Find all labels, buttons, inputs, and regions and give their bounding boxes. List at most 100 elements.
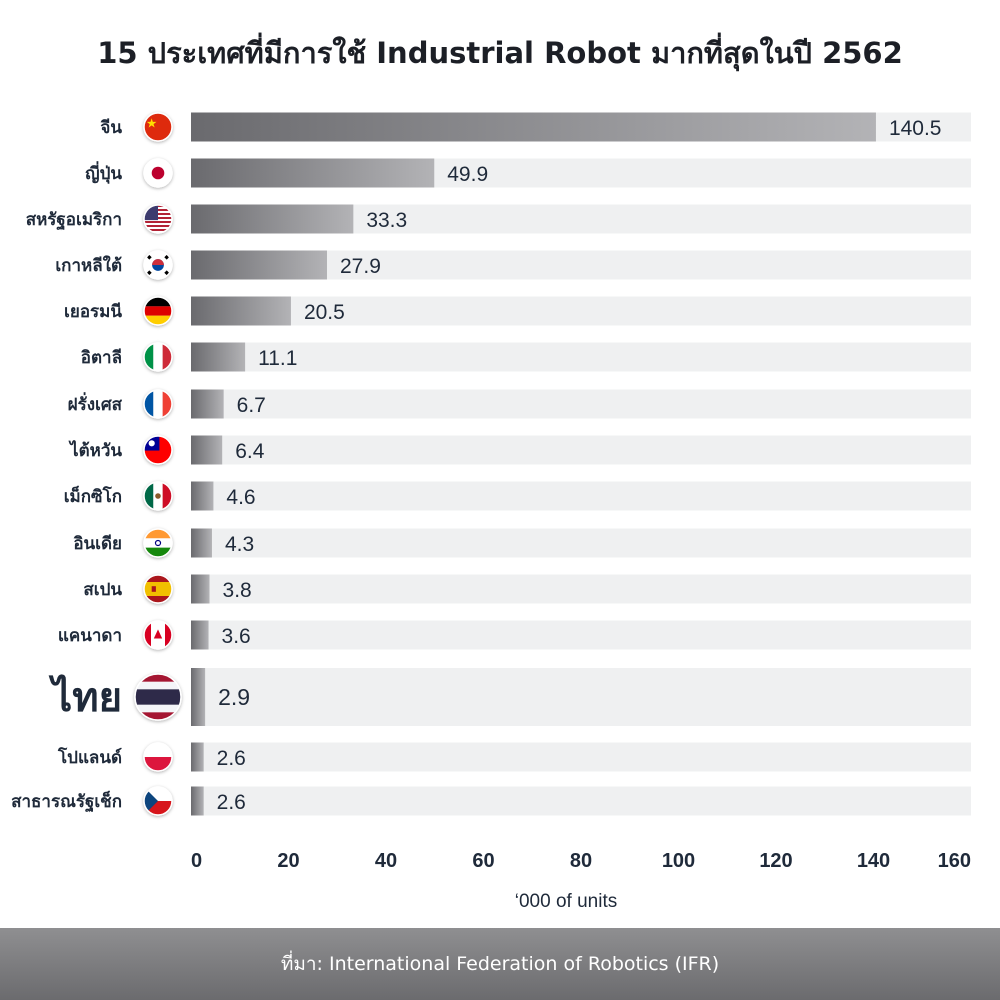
poland-flag-icon: [143, 742, 173, 772]
bar-value-label: 140.5: [889, 117, 942, 140]
bar-track: [191, 668, 971, 726]
bar: [191, 204, 354, 234]
czech-flag-icon: [143, 786, 173, 816]
bar-track: [191, 574, 971, 604]
thailand-flag-icon: [134, 673, 182, 721]
category-label: แคนาดา: [58, 626, 122, 646]
x-tick-label: 80: [570, 850, 592, 872]
bar-track: [191, 481, 971, 511]
category-label: เกาหลีใต้: [55, 255, 122, 276]
category-label: ฝรั่งเศส: [68, 392, 123, 415]
bar-track: [191, 786, 971, 816]
bar: [191, 528, 212, 558]
bar: [191, 250, 328, 280]
bar: [191, 620, 209, 650]
bar-row-8: 4.6 เม็กซิโก: [64, 481, 971, 511]
bar-value-label: 2.6: [217, 747, 246, 770]
bar: [191, 786, 204, 816]
bar: [191, 342, 246, 372]
source-footer: ที่มา: International Federation of Robot…: [0, 928, 1000, 1000]
usa-flag-icon: [143, 204, 173, 234]
germany-flag-icon: [143, 296, 173, 326]
category-label: ญี่ปุ่น: [85, 161, 122, 184]
category-label: สเปน: [83, 580, 122, 600]
bar-row-1: 49.9 ญี่ปุ่น: [85, 158, 971, 188]
bar: [191, 389, 224, 419]
india-flag-icon: [143, 528, 173, 558]
bar: [191, 574, 210, 604]
bar-row-6: 6.7 ฝรั่งเศส: [68, 389, 971, 419]
spain-flag-icon: [143, 574, 173, 604]
category-label: โปแลนด์: [57, 747, 122, 768]
bar-track: [191, 620, 971, 650]
bar-row-2: 33.3 สหรัฐอเมริกา: [26, 204, 971, 234]
bar-chart: 140.5 ★ จีน 49.9 ญี่ปุ่น 33.3 สหรัฐอเมริกา 27.9…: [11, 112, 971, 912]
category-label: จีน: [100, 117, 122, 138]
bar: [191, 296, 291, 326]
bar-value-label: 33.3: [366, 209, 407, 232]
bar-row-4: 20.5 เยอรมนี: [64, 296, 971, 326]
x-tick-label: 120: [759, 850, 792, 872]
bar: [191, 481, 214, 511]
category-label: สาธารณรัฐเช็ก: [11, 789, 122, 813]
x-tick-label: 40: [375, 850, 397, 872]
bar-value-label: 20.5: [304, 301, 345, 324]
canada-flag-icon: [143, 620, 173, 650]
france-flag-icon: [143, 389, 173, 419]
bar-track: [191, 342, 971, 372]
category-label: สหรัฐอเมริกา: [26, 210, 122, 231]
bar-track: [191, 389, 971, 419]
category-label: ไทย: [48, 674, 122, 721]
bar-value-label: 6.4: [235, 440, 265, 463]
x-tick-label: 160: [938, 850, 971, 872]
bar: [191, 435, 223, 465]
bar-row-3: 27.9 เกาหลีใต้: [55, 250, 971, 280]
bar: [191, 158, 435, 188]
bar-value-label: 2.9: [218, 684, 250, 710]
bar-row-10: 3.8 สเปน: [83, 574, 971, 604]
bar-row-0: 140.5 ★ จีน: [100, 112, 971, 142]
bar-value-label: 27.9: [340, 255, 381, 278]
china-flag-icon: ★: [143, 112, 173, 142]
taiwan-flag-icon: [143, 435, 173, 465]
bar: [191, 112, 876, 142]
x-tick-label: 20: [277, 850, 299, 872]
bar-value-label: 3.8: [223, 579, 252, 602]
bar-row-5: 11.1 อิตาลี: [81, 342, 971, 372]
bar-value-label: 3.6: [222, 625, 251, 648]
south-korea-flag-icon: [143, 250, 173, 280]
category-label: เยอรมนี: [64, 301, 122, 322]
italy-flag-icon: [143, 342, 173, 372]
bar-track: [191, 296, 971, 326]
bar-track: [191, 435, 971, 465]
x-tick-label: 100: [662, 850, 695, 872]
x-tick-label: 140: [857, 850, 890, 872]
bar-row-14: 2.6 สาธารณรัฐเช็ก: [11, 786, 971, 816]
category-label: ไต้หวัน: [68, 440, 122, 461]
bar-track: [191, 528, 971, 558]
bar-row-7: 6.4 ไต้หวัน: [68, 435, 971, 465]
mexico-flag-icon: [143, 481, 173, 511]
bar-row-12: 2.9 ไทย: [48, 668, 971, 726]
bar: [191, 668, 206, 726]
category-label: เม็กซิโก: [64, 484, 122, 507]
category-label: อินเดีย: [73, 533, 122, 554]
bar-value-label: 2.6: [217, 791, 246, 814]
bar-value-label: 4.3: [225, 533, 254, 556]
bar-value-label: 11.1: [258, 347, 297, 370]
japan-flag-icon: [143, 158, 173, 188]
bar-row-9: 4.3 อินเดีย: [73, 528, 971, 558]
bar-row-11: 3.6 แคนาดา: [58, 620, 971, 650]
bar-value-label: 49.9: [447, 163, 488, 186]
x-axis-label: ‘000 of units: [515, 891, 617, 912]
bar: [191, 742, 204, 772]
bar-value-label: 4.6: [226, 486, 255, 509]
category-label: อิตาลี: [81, 347, 122, 368]
chart-title: 15 ประเทศที่มีการใช้ Industrial Robot มา…: [97, 36, 903, 70]
svg-text:★: ★: [146, 117, 157, 131]
x-tick-label: 60: [472, 850, 494, 872]
x-tick-label: 0: [191, 850, 202, 872]
bar-row-13: 2.6 โปแลนด์: [57, 742, 971, 772]
bar-value-label: 6.7: [237, 394, 266, 417]
bar-track: [191, 742, 971, 772]
